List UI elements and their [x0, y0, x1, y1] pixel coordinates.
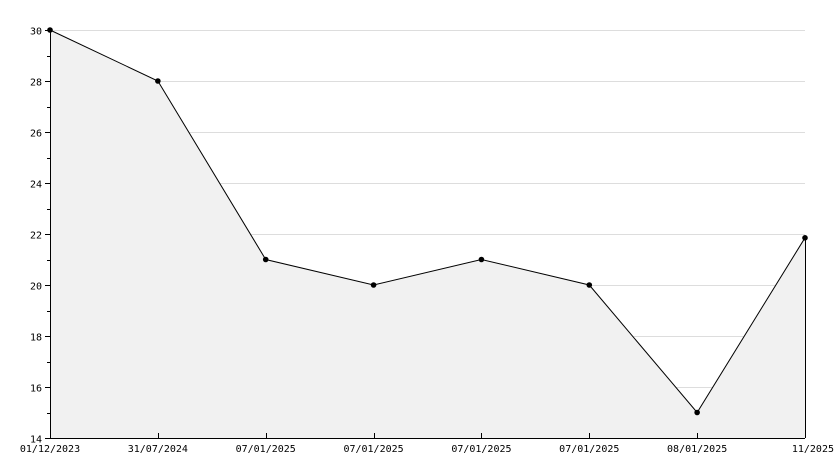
x-tick-label: 07/01/2025	[451, 444, 511, 455]
y-tick-label: 14	[30, 435, 42, 446]
y-tick-labels: 14 16 18 20 22 24 26 28 30	[30, 27, 42, 446]
y-tick-label: 26	[30, 129, 42, 140]
x-tick-label: 01/12/2023	[20, 444, 80, 455]
area-fill	[50, 30, 805, 438]
markers	[47, 27, 808, 416]
data-point	[478, 256, 485, 263]
series-line	[49, 29, 806, 414]
y-tick-label: 22	[30, 231, 42, 242]
y-tick-label: 28	[30, 78, 42, 89]
data-point	[155, 78, 161, 84]
axes	[45, 30, 806, 439]
data-point	[694, 409, 700, 416]
data-point	[586, 282, 593, 288]
y-tick-label: 16	[30, 384, 42, 395]
x-tick-label: 08/01/2025	[667, 444, 727, 455]
data-point	[47, 27, 53, 33]
x-tick-label: 07/01/2025	[236, 444, 296, 455]
x-tick-label: 07/01/2025	[559, 444, 619, 455]
data-point	[262, 256, 269, 263]
data-point	[370, 282, 377, 288]
y-tick-label: 20	[30, 282, 42, 293]
y-tick-label: 24	[30, 180, 42, 191]
y-tick-label: 30	[30, 27, 42, 38]
data-point	[802, 235, 808, 241]
x-tick-labels: 01/12/2023 31/07/2024 07/01/2025 07/01/2025…	[20, 444, 834, 455]
x-tick-label: 31/07/2024	[128, 444, 188, 455]
x-tick-label: 07/01/2025	[343, 444, 403, 455]
x-tick-label: 11/2025	[792, 444, 834, 455]
y-tick-label: 18	[30, 333, 42, 344]
